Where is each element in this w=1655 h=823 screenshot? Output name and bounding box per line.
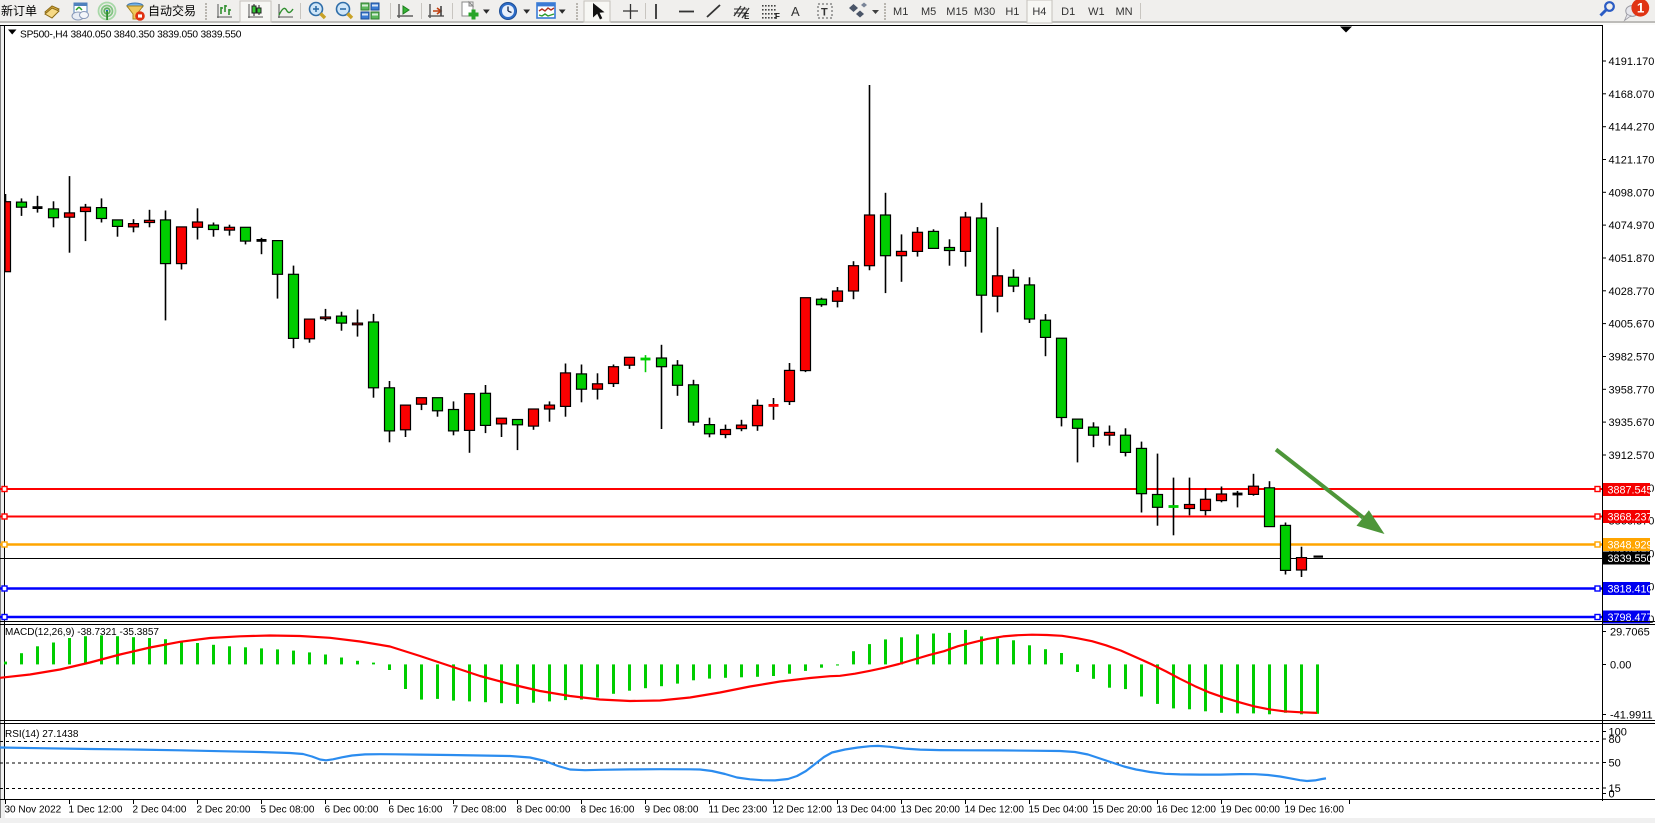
svg-text:4168.070: 4168.070 — [1609, 89, 1655, 101]
svg-text:4121.170: 4121.170 — [1609, 155, 1655, 167]
svg-text:3935.670: 3935.670 — [1609, 417, 1655, 429]
svg-text:T: T — [821, 7, 828, 19]
svg-text:7 Dec 08:00: 7 Dec 08:00 — [453, 805, 507, 816]
svg-text:W1: W1 — [1088, 6, 1105, 18]
svg-text:D1: D1 — [1061, 6, 1075, 18]
svg-text:E: E — [744, 12, 750, 21]
svg-text:自动交易: 自动交易 — [148, 3, 196, 18]
svg-text:13 Dec 04:00: 13 Dec 04:00 — [837, 805, 897, 816]
svg-text:A: A — [791, 4, 800, 19]
svg-text:4098.070: 4098.070 — [1609, 187, 1655, 199]
svg-text:3839.550: 3839.550 — [1608, 553, 1653, 565]
svg-text:80: 80 — [1609, 734, 1621, 746]
svg-text:-41.9911: -41.9911 — [1610, 710, 1653, 722]
svg-text:11 Dec 23:00: 11 Dec 23:00 — [709, 805, 768, 816]
svg-text:2 Dec 20:00: 2 Dec 20:00 — [197, 805, 251, 816]
svg-text:3818.410: 3818.410 — [1608, 584, 1653, 596]
svg-text:M5: M5 — [921, 6, 936, 18]
svg-text:4074.970: 4074.970 — [1609, 220, 1655, 232]
svg-text:M15: M15 — [946, 6, 967, 18]
svg-text:1 Dec 12:00: 1 Dec 12:00 — [69, 805, 123, 816]
svg-text:4191.170: 4191.170 — [1609, 56, 1655, 68]
svg-text:6 Dec 00:00: 6 Dec 00:00 — [325, 805, 379, 816]
svg-text:M30: M30 — [974, 6, 995, 18]
svg-text:6 Dec 16:00: 6 Dec 16:00 — [389, 805, 443, 816]
svg-text:3912.570: 3912.570 — [1609, 450, 1655, 462]
svg-text:0: 0 — [1609, 789, 1615, 801]
svg-text:M1: M1 — [893, 6, 908, 18]
svg-text:15 Dec 04:00: 15 Dec 04:00 — [1029, 805, 1089, 816]
svg-text:29.7065: 29.7065 — [1610, 627, 1650, 639]
svg-text:3848.929: 3848.929 — [1608, 540, 1653, 552]
svg-text:13 Dec 20:00: 13 Dec 20:00 — [901, 805, 961, 816]
svg-text:4028.770: 4028.770 — [1609, 286, 1655, 298]
svg-text:8 Dec 16:00: 8 Dec 16:00 — [581, 805, 635, 816]
svg-text:30 Nov 2022: 30 Nov 2022 — [5, 805, 62, 816]
svg-text:19 Dec 00:00: 19 Dec 00:00 — [1221, 805, 1281, 816]
svg-text:RSI(14) 27.1438: RSI(14) 27.1438 — [5, 729, 79, 740]
svg-text:0.00: 0.00 — [1610, 660, 1631, 672]
svg-text:9 Dec 08:00: 9 Dec 08:00 — [645, 805, 699, 816]
svg-text:3887.545: 3887.545 — [1608, 485, 1653, 497]
svg-text:50: 50 — [1609, 758, 1621, 770]
svg-text:19 Dec 16:00: 19 Dec 16:00 — [1285, 805, 1345, 816]
svg-text:15 Dec 20:00: 15 Dec 20:00 — [1093, 805, 1153, 816]
svg-text:5 Dec 08:00: 5 Dec 08:00 — [261, 805, 315, 816]
svg-text:100: 100 — [1609, 727, 1627, 739]
svg-text:F: F — [775, 12, 780, 21]
svg-text:MN: MN — [1115, 6, 1132, 18]
svg-text:H4: H4 — [1032, 6, 1046, 18]
svg-text:4005.670: 4005.670 — [1609, 319, 1655, 331]
svg-text:14 Dec 12:00: 14 Dec 12:00 — [965, 805, 1025, 816]
svg-text:3958.770: 3958.770 — [1609, 384, 1655, 396]
svg-text:3982.570: 3982.570 — [1609, 352, 1655, 364]
svg-text:8 Dec 00:00: 8 Dec 00:00 — [517, 805, 571, 816]
svg-text:16 Dec 12:00: 16 Dec 12:00 — [1157, 805, 1217, 816]
svg-text:2 Dec 04:00: 2 Dec 04:00 — [133, 805, 187, 816]
svg-text:15: 15 — [1609, 783, 1621, 795]
svg-text:H1: H1 — [1005, 6, 1019, 18]
svg-text:新订单: 新订单 — [1, 3, 37, 18]
svg-text:4144.270: 4144.270 — [1609, 122, 1655, 134]
svg-text:3868.237: 3868.237 — [1608, 512, 1653, 524]
svg-text:SP500-,H4 3840.050 3840.350 3: SP500-,H4 3840.050 3840.350 3839.050 383… — [20, 30, 242, 41]
svg-text:1: 1 — [1637, 1, 1645, 16]
svg-text:3798.477: 3798.477 — [1608, 612, 1653, 624]
svg-text:4051.870: 4051.870 — [1609, 253, 1655, 265]
svg-text:MACD(12,26,9) -38.7321 -35.385: MACD(12,26,9) -38.7321 -35.3857 — [5, 627, 159, 638]
svg-text:12 Dec 12:00: 12 Dec 12:00 — [773, 805, 833, 816]
